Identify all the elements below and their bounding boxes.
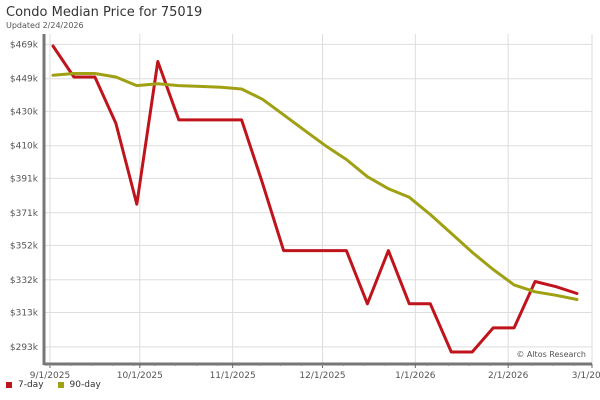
legend-label-90-day: 90-day [69,380,101,390]
x-tick-label: 11/1/2025 [210,371,256,381]
series-line-7-day [51,44,579,354]
x-tick-label: 1/1/2026 [395,371,436,381]
y-tick-label: $313k [10,308,39,318]
credit-text: © Altos Research [516,350,586,359]
legend-item-7-day[interactable]: 7-day [6,380,44,390]
legend-swatch-7-day [6,382,12,388]
y-tick-label: $332k [10,276,39,286]
x-tick-label: 2/1/2026 [488,371,529,381]
legend-item-90-day[interactable]: 90-day [57,380,101,390]
series-lines [51,44,579,354]
x-tick-label: 3/1/2026 [572,371,600,381]
y-tick-label: $371k [10,209,39,219]
x-tick-label: 12/1/2025 [299,371,345,381]
legend-swatch-90-day [57,382,64,388]
chart-subtitle: Updated 2/24/2026 [6,21,84,30]
y-tick-label: $430k [10,107,39,117]
y-tick-label: $410k [10,142,39,152]
chart-axes [42,34,592,366]
series-line-90-day [51,72,579,301]
x-tick-label: 10/1/2025 [117,371,163,381]
y-axis-ticks: $293k $313k $332k $352k $371k $391k $410k $430k… [10,40,39,353]
y-tick-label: $352k [10,241,39,251]
x-axis-ticks: 9/1/2025 10/1/2025 11/1/2025 12/1/2025 1/1/2… [30,364,600,381]
x-tick-label: 9/1/2025 [30,371,70,381]
y-tick-label: $449k [10,75,39,85]
legend-label-7-day: 7-day [18,380,44,390]
grid-lines [44,34,593,364]
y-tick-label: $293k [10,343,39,353]
legend: 7-day 90-day [6,380,101,390]
chart-title: Condo Median Price for 75019 [6,5,203,20]
y-tick-label: $391k [10,174,39,184]
y-tick-label: $469k [10,40,39,50]
